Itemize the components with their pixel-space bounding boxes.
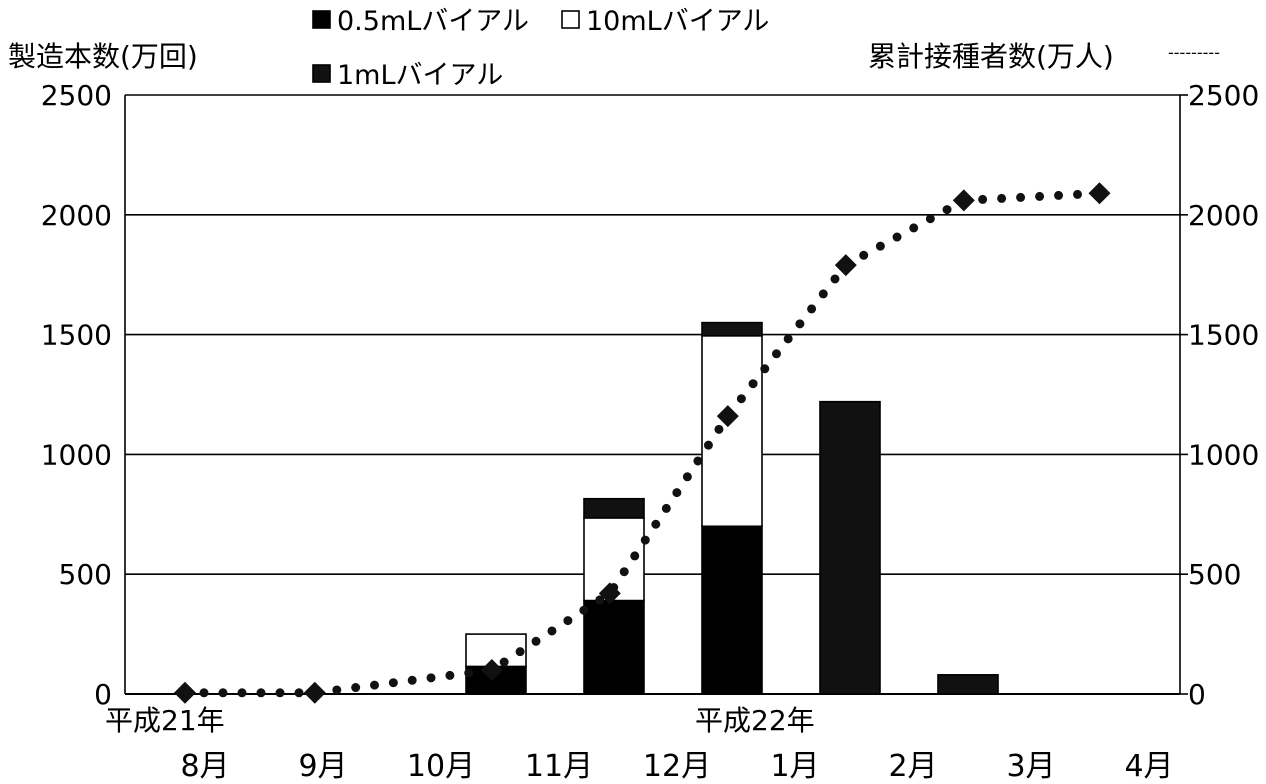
y-tick-label-right: 2500 <box>1188 79 1259 112</box>
legend-label: 0.5mLバイアル <box>337 6 529 37</box>
line-point <box>952 189 975 212</box>
y-tick-label-left: 1000 <box>41 438 112 471</box>
x-tick-label: 12月 <box>643 749 711 784</box>
x-tick-label: 8月 <box>180 749 229 784</box>
x-tick-label: 9月 <box>298 749 347 784</box>
x-tick-label: 11月 <box>525 749 593 784</box>
grid-layer: 0 0 500 500 1000 1000 1500 1500 2000 2000 2500 2500… <box>41 79 1260 784</box>
line-point <box>303 681 326 704</box>
line-point <box>834 254 857 277</box>
y-tick-label-left: 2000 <box>41 199 112 232</box>
line-legend-marker: --------- <box>1168 43 1220 62</box>
line-point <box>716 405 739 428</box>
legend-swatch <box>312 10 331 29</box>
legend-label: 10mLバイアル <box>586 6 769 37</box>
y-tick-label-left: 2500 <box>41 79 112 112</box>
line-point <box>480 659 503 682</box>
bar-segment <box>583 497 645 519</box>
x-tick-label: 3月 <box>1006 749 1055 784</box>
line-layer <box>174 182 1111 704</box>
y-tick-label-right: 2000 <box>1188 199 1259 232</box>
line-point <box>598 582 621 605</box>
y-tick-label-right: 0 <box>1188 678 1206 711</box>
line-point <box>174 681 196 704</box>
text-layer: 製造本数(万回) 累計接種者数(万人) --------- <box>8 40 1220 73</box>
y-tick-label-left: 500 <box>59 558 112 591</box>
cumulative-line <box>180 188 1104 698</box>
y-tick-label-right: 1000 <box>1188 438 1259 471</box>
year-label: 平成21年 <box>105 704 225 737</box>
y-tick-label-left: 1500 <box>41 319 112 352</box>
legend-swatch <box>561 10 580 29</box>
bar-segment <box>937 674 999 695</box>
year-label: 平成22年 <box>695 704 815 737</box>
y-tick-label-left: 0 <box>94 678 112 711</box>
line-point <box>1088 182 1111 205</box>
bar-segment <box>701 334 763 528</box>
legend-label: 1mLバイアル <box>337 60 503 91</box>
legend-swatch <box>312 64 331 83</box>
bar-segment <box>819 400 881 695</box>
bar-segment <box>701 525 763 695</box>
bar-segment <box>583 599 645 695</box>
legend: 0.5mLバイアル 10mLバイアル 1mLバイアル <box>312 6 769 91</box>
x-tick-label: 2月 <box>888 749 937 784</box>
y-tick-label-right: 500 <box>1188 558 1241 591</box>
bar-layer <box>465 321 999 695</box>
x-tick-label: 1月 <box>770 749 819 784</box>
bar-segment <box>701 321 763 337</box>
y-tick-label-right: 1500 <box>1188 319 1259 352</box>
y-axis-label-left: 製造本数(万回) <box>8 40 198 73</box>
x-tick-label: 10月 <box>407 749 475 784</box>
y-axis-label-right: 累計接種者数(万人) <box>868 40 1114 73</box>
x-tick-label: 4月 <box>1124 749 1173 784</box>
